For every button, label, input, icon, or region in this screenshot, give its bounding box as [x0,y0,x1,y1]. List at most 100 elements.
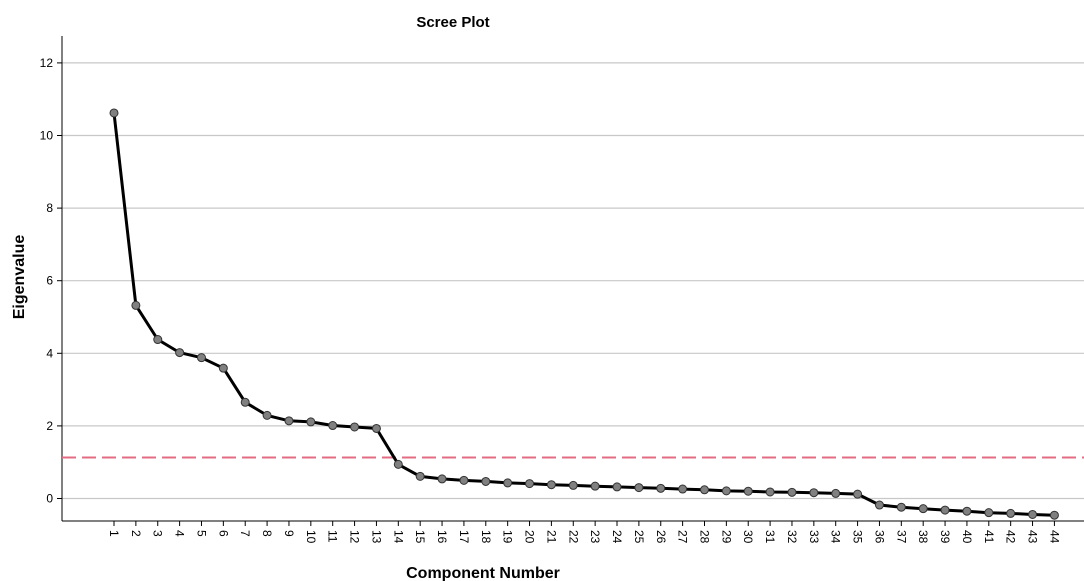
data-point [525,479,535,489]
x-tick-label: 11 [326,530,340,543]
data-point [743,486,753,496]
x-tick-label: 8 [260,530,274,537]
data-point [568,480,578,490]
x-tick-label: 10 [304,530,318,544]
x-tick-label: 3 [151,530,165,537]
data-point [809,488,819,498]
x-tick-label: 27 [676,530,690,544]
data-point [196,353,206,363]
x-tick-label: 18 [479,530,493,544]
data-point [393,459,403,469]
x-axis-ticks: 1 2 3 4 5 6 7 8 9 10 11 12 13 14 15 16 17 18 19 20 21 22 23 24 2… [107,521,1061,544]
x-tick-label: 2 [129,530,143,537]
x-tick-label: 15 [413,530,427,544]
x-tick-label: 34 [829,530,843,544]
data-point [328,421,338,431]
x-tick-label: 35 [851,530,865,544]
data-point [284,416,294,426]
y-tick-label: 4 [46,346,53,360]
x-axis-label: Component Number [406,565,560,581]
y-tick-label: 10 [40,129,54,143]
data-point [1049,510,1059,520]
x-tick-label: 20 [523,530,537,544]
data-point [175,348,185,358]
data-point [481,476,491,486]
data-point [590,481,600,491]
data-point [350,422,360,432]
x-tick-label: 36 [872,530,886,544]
x-tick-label: 13 [369,530,383,544]
x-tick-label: 6 [216,530,230,537]
x-tick-label: 40 [960,530,974,544]
gridlines [62,62,1084,500]
x-tick-label: 16 [435,530,449,544]
x-tick-label: 26 [654,530,668,544]
data-point [109,108,119,118]
x-tick-label: 22 [566,530,580,544]
x-tick-label: 14 [391,530,405,544]
data-point [153,335,163,345]
data-point [831,488,841,498]
chart-title: Scree Plot [416,14,489,31]
data-point [1028,509,1038,519]
y-tick-label: 0 [46,492,53,506]
x-tick-label: 38 [916,530,930,544]
x-tick-label: 28 [697,530,711,544]
y-axis-label: Eigenvalue [11,235,28,320]
x-tick-label: 5 [194,530,208,537]
x-tick-label: 4 [173,530,187,537]
x-tick-label: 12 [348,530,362,544]
data-point [415,471,425,481]
x-tick-label: 17 [457,530,471,544]
data-point [262,410,272,420]
data-points [109,108,1059,520]
x-tick-label: 41 [982,530,996,544]
x-tick-label: 9 [282,530,296,537]
y-tick-label: 2 [46,419,53,433]
data-point [896,502,906,512]
x-tick-label: 33 [807,530,821,544]
y-tick-label: 8 [46,201,53,215]
data-point [240,397,250,407]
x-tick-label: 37 [894,530,908,544]
x-tick-label: 31 [763,530,777,544]
data-point [634,483,644,493]
data-point [437,474,447,484]
x-tick-label: 21 [544,530,558,544]
data-point [218,363,228,373]
data-point [546,480,556,490]
x-tick-label: 44 [1047,530,1061,544]
y-tick-label: 12 [40,56,54,70]
data-point [984,508,994,518]
y-tick-label: 6 [46,274,53,288]
data-point [699,485,709,495]
data-point [962,506,972,516]
x-tick-label: 23 [588,530,602,544]
data-point [656,483,666,493]
data-point [721,486,731,496]
data-point [459,475,469,485]
x-tick-label: 29 [719,530,733,544]
x-tick-label: 1 [107,530,121,537]
data-point [306,417,316,427]
x-tick-label: 42 [1004,530,1018,544]
data-point [874,500,884,510]
data-point [918,504,928,514]
x-tick-label: 19 [501,530,515,544]
x-tick-label: 25 [632,530,646,544]
data-point [131,300,141,310]
eigenvalue-series-line [112,112,1055,517]
data-point [1006,508,1016,518]
data-point [678,484,688,494]
x-tick-label: 43 [1026,530,1040,544]
data-point [787,487,797,497]
x-tick-label: 30 [741,530,755,544]
data-point [503,478,513,488]
x-tick-label: 39 [938,530,952,544]
data-point [765,487,775,497]
data-point [612,482,622,492]
x-tick-label: 32 [785,530,799,544]
x-tick-label: 24 [610,530,624,544]
data-point [853,489,863,499]
